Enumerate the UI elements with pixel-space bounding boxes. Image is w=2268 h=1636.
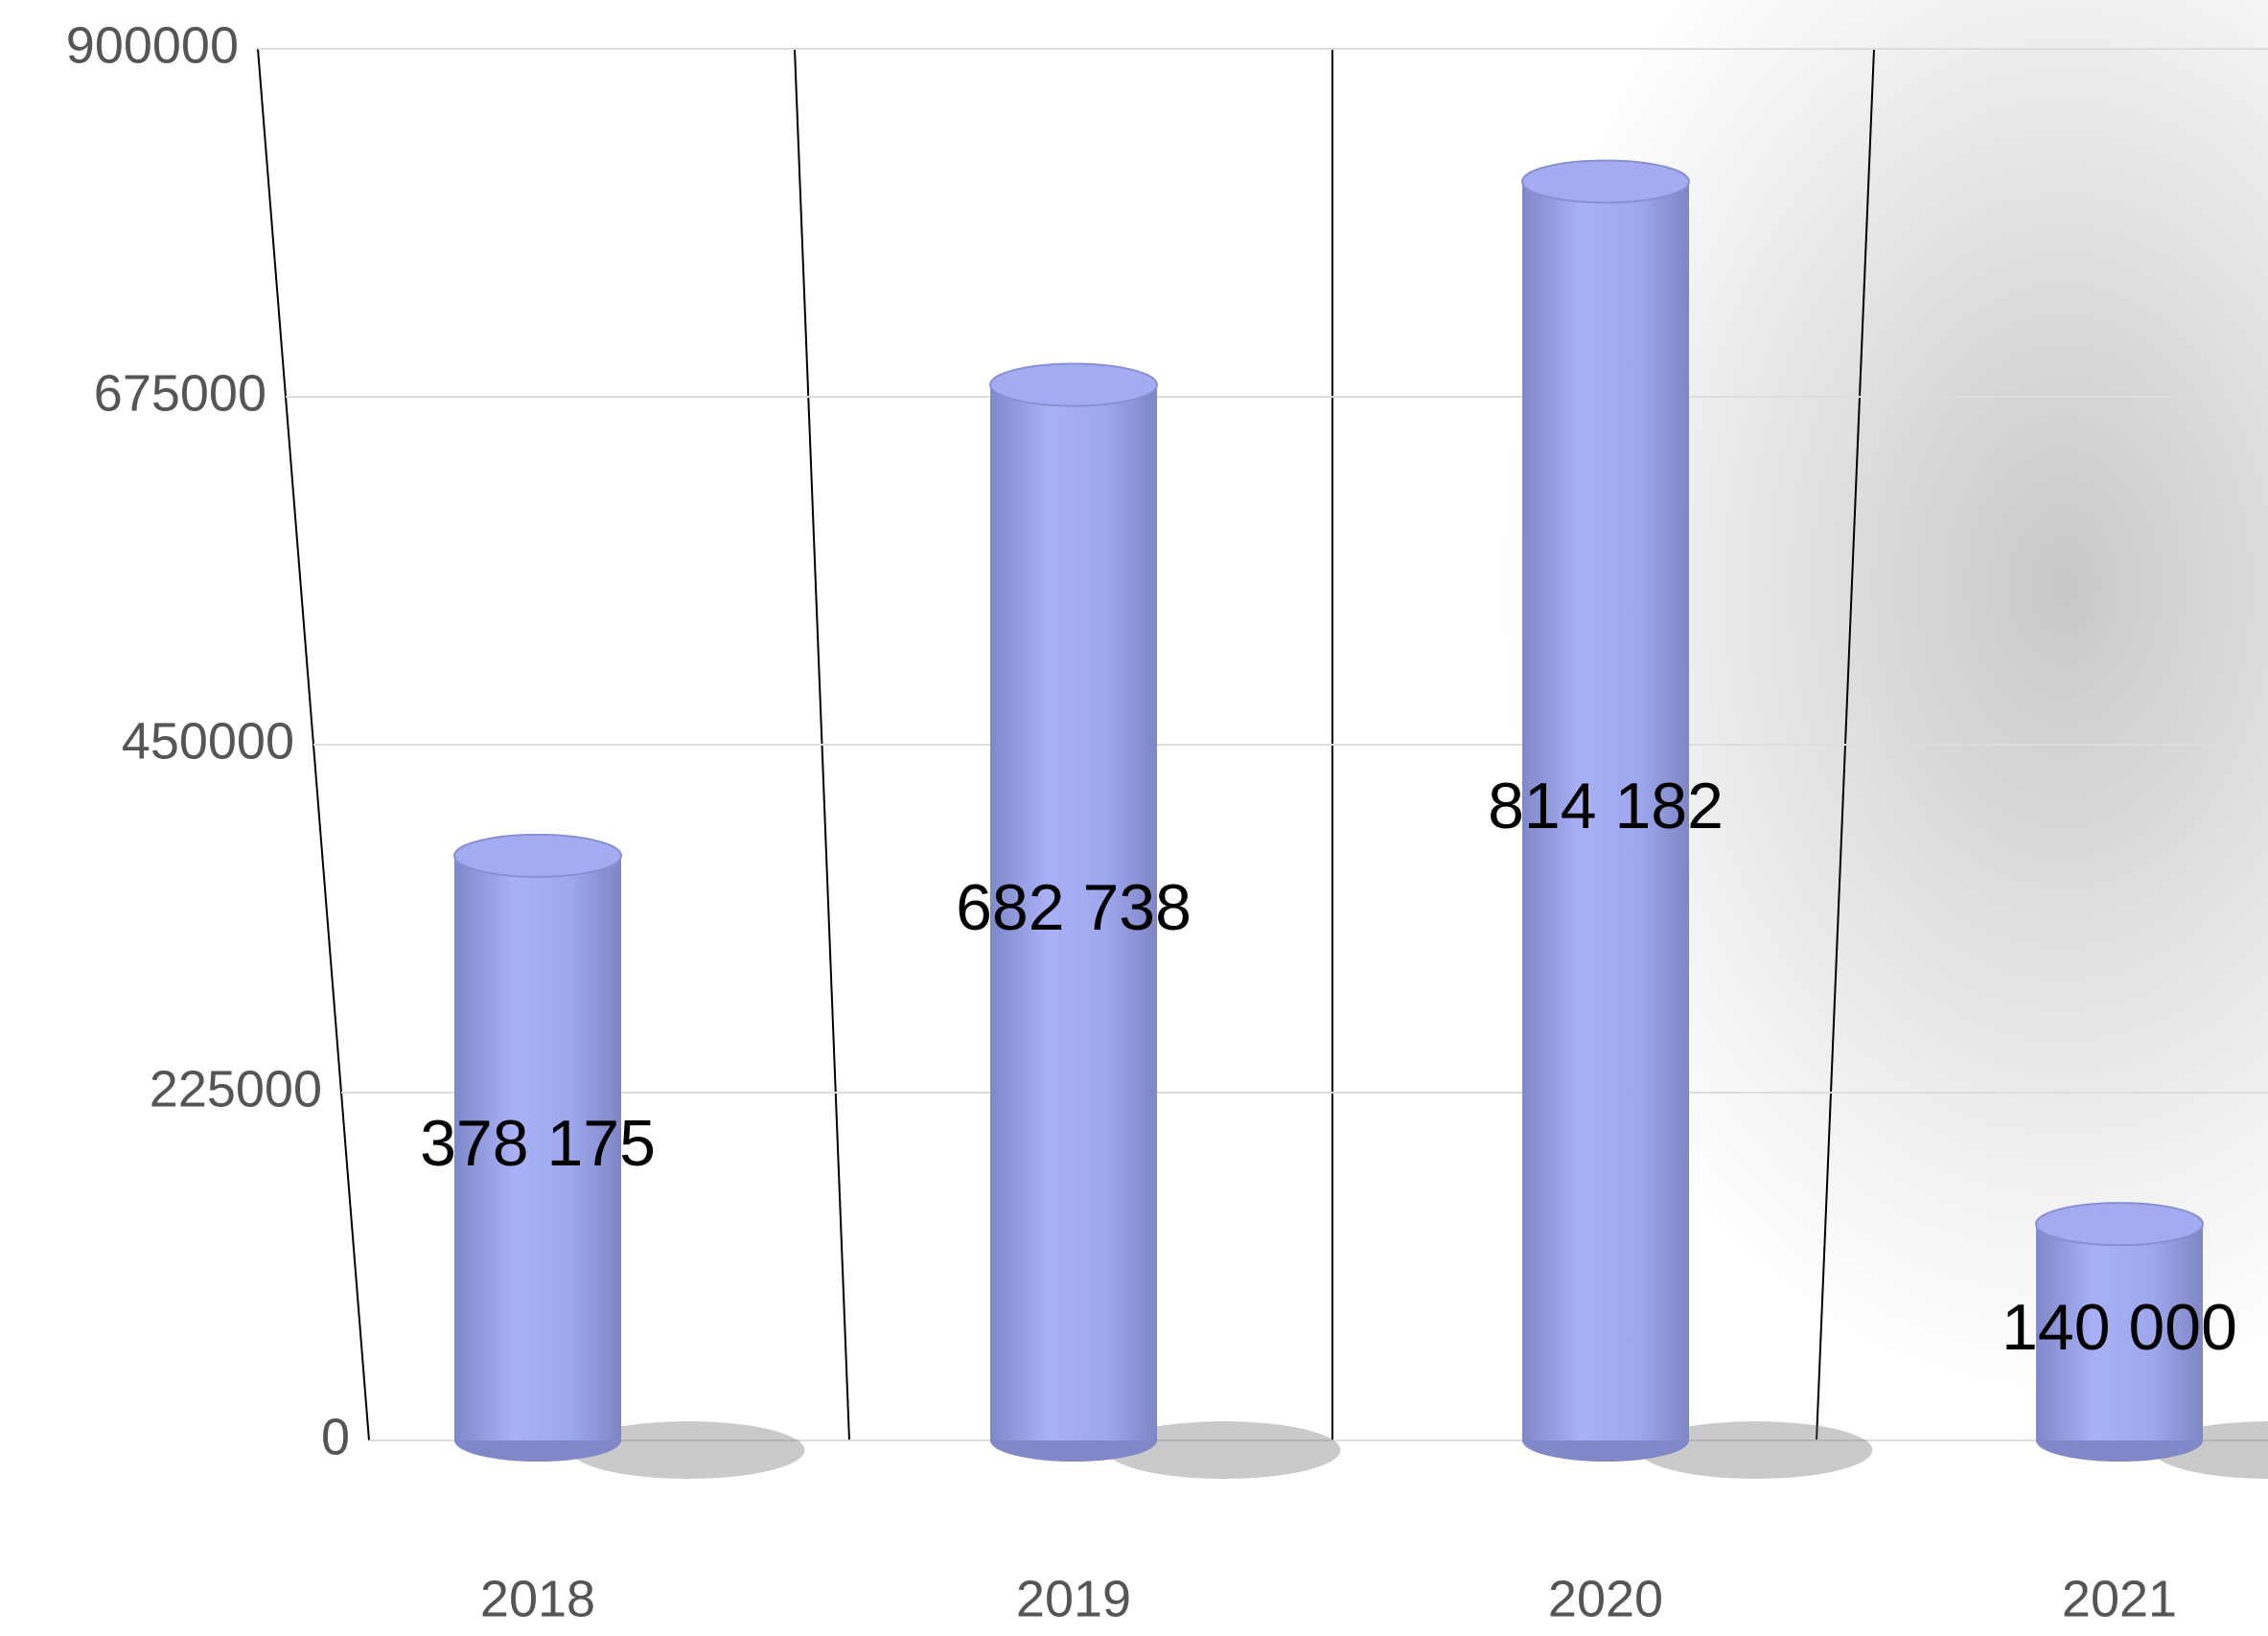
value-label: 140 000: [2002, 1291, 2237, 1364]
bar: [1522, 181, 1689, 1441]
y-tick-label: 675000: [94, 364, 266, 422]
value-label: 682 738: [956, 871, 1192, 944]
bar-shadow: [1638, 1421, 1873, 1479]
bar-shadow: [570, 1421, 805, 1479]
y-tick-label: 450000: [122, 712, 294, 770]
bar: [990, 384, 1157, 1441]
bar: [2036, 1224, 2203, 1440]
bar-cap: [453, 833, 622, 878]
bar-shadow: [1106, 1421, 1341, 1479]
value-label: 814 182: [1488, 770, 1724, 842]
x-tick-label: 2021: [2062, 1570, 2177, 1627]
value-label: 378 175: [420, 1107, 656, 1180]
y-tick-label: 225000: [150, 1060, 322, 1118]
y-tick-label: 900000: [66, 16, 239, 74]
x-tick-label: 2018: [480, 1570, 595, 1627]
x-tick-label: 2019: [1016, 1570, 1131, 1627]
bar-cap: [2035, 1202, 2204, 1247]
x-tick-label: 2020: [1548, 1570, 1663, 1627]
bar-cap: [989, 362, 1158, 407]
bar: [454, 855, 621, 1440]
y-tick-label: 0: [321, 1408, 350, 1465]
bar-cap: [1521, 159, 1690, 204]
